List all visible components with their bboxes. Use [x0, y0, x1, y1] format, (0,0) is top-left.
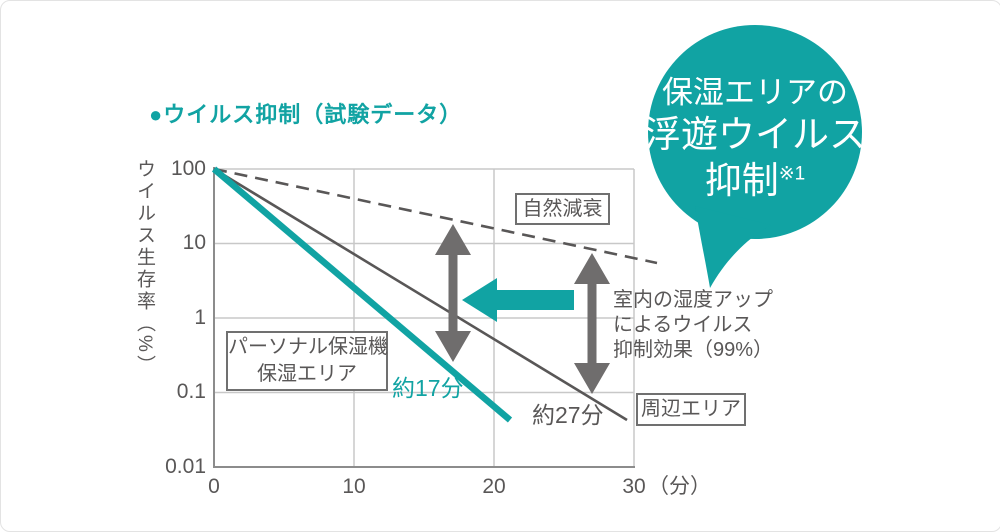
double-arrow-left [435, 224, 471, 362]
x-tick-10: 10 [342, 475, 366, 498]
annotation-humidity-effect: 室内の湿度アップ によるウイルス 抑制効果（99%） [613, 288, 773, 363]
speech-bubble-tail [695, 206, 771, 288]
bubble-line1: 保湿エリアの [662, 75, 848, 110]
axes [213, 167, 635, 468]
label-time-27min: 約27分 [532, 402, 604, 428]
speech-bubble [648, 25, 862, 288]
line-surrounding-area [213, 167, 628, 422]
y-tick-100: 100 [170, 157, 206, 180]
x-tick-0: 0 [208, 475, 220, 498]
label-surrounding-area: 周辺エリア [636, 393, 746, 426]
label-time-17min: 約17分 [392, 375, 464, 401]
line-humidified-area [211, 166, 513, 423]
speech-bubble-text: 保湿エリアの 浮遊ウイルス 抑制※1 [625, 75, 885, 203]
bubble-line2: 浮遊ウイルス [644, 113, 866, 155]
bubble-footnote-marker: ※1 [778, 163, 806, 185]
label-natural-decay-text: 自然減衰 [522, 197, 603, 220]
label-personal-line1: パーソナル保湿機 [228, 336, 388, 358]
annotation-line3: 抑制効果（99%） [613, 339, 774, 361]
y-tick-1: 1 [194, 306, 206, 329]
y-tick-0-1: 0.1 [176, 380, 206, 403]
y-tick-10: 10 [182, 231, 206, 254]
label-personal-humidifier-area: パーソナル保湿機 保湿エリア [226, 331, 388, 391]
x-tick-20: 20 [482, 475, 506, 498]
left-arrow-icon [462, 278, 574, 322]
y-tick-0-01: 0.01 [165, 455, 206, 478]
annotation-line1: 室内の湿度アップ [613, 289, 773, 311]
y-axis-title: ウイルス生存率（%） [134, 159, 155, 377]
x-axis-unit: （分） [648, 475, 711, 498]
label-surrounding-area-text: 周辺エリア [641, 398, 741, 420]
double-arrow-right [574, 253, 610, 394]
line-natural-decay [213, 167, 658, 265]
chart-title: ●ウイルス抑制（試験データ） [149, 102, 463, 127]
bubble-line3-text: 抑制 [704, 159, 779, 201]
annotation-line2: によるウイルス [613, 314, 753, 336]
label-natural-decay: 自然減衰 [515, 193, 610, 225]
speech-bubble-body [648, 25, 862, 239]
x-tick-30: 30 [622, 475, 646, 498]
bubble-line3: 抑制※1 [625, 160, 885, 203]
label-personal-line2: 保湿エリア [257, 363, 357, 385]
